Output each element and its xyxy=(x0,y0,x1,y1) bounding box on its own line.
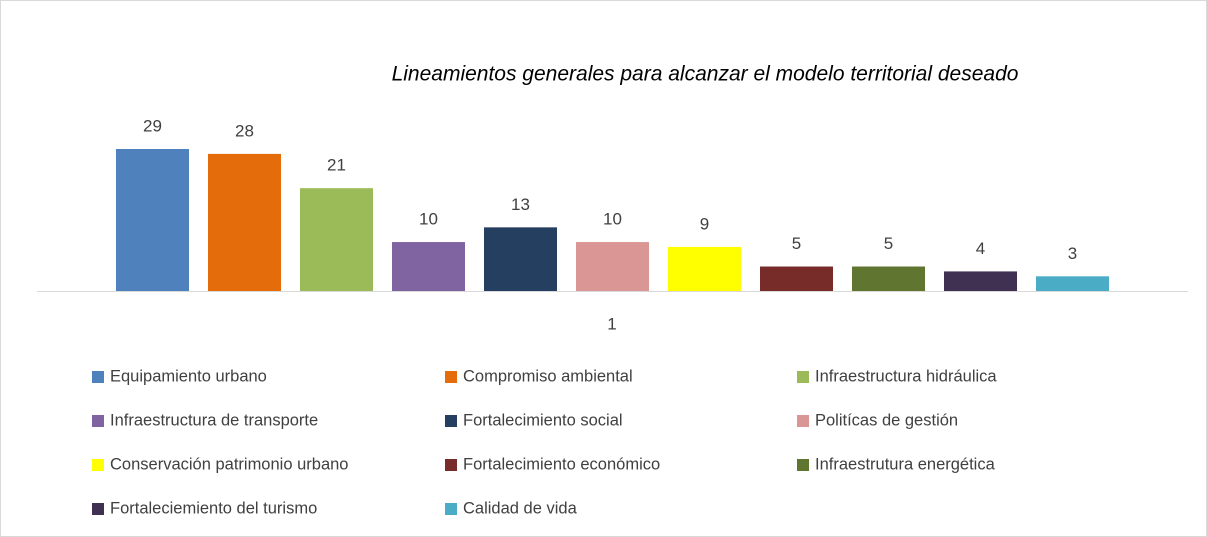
legend-swatch xyxy=(445,459,457,471)
bar xyxy=(668,246,741,291)
legend-swatch xyxy=(92,459,104,471)
legend-swatch xyxy=(445,415,457,427)
bar xyxy=(208,153,281,291)
legend-label: Infraestructura hidráulica xyxy=(815,367,997,385)
bar xyxy=(116,149,189,291)
legend-label: Fortalecimiento social xyxy=(463,411,623,429)
legend-swatch xyxy=(797,415,809,427)
bar xyxy=(1036,276,1109,291)
legend-label: Compromiso ambiental xyxy=(463,367,633,385)
legend-label: Fortaleciemiento del turismo xyxy=(110,499,317,517)
bar xyxy=(944,271,1017,291)
value-label: 4 xyxy=(976,239,985,258)
value-label: 21 xyxy=(327,156,346,175)
bar xyxy=(852,266,925,291)
value-label: 28 xyxy=(235,121,254,140)
value-label: 13 xyxy=(511,195,530,214)
legend-swatch xyxy=(92,415,104,427)
x-tick-label: 1 xyxy=(607,314,616,333)
bar xyxy=(484,227,557,291)
bar xyxy=(576,242,649,291)
legend-swatch xyxy=(445,503,457,515)
legend-label: Equipamiento urbano xyxy=(110,367,267,385)
value-label: 10 xyxy=(419,210,438,229)
value-label: 3 xyxy=(1068,244,1077,263)
value-label: 29 xyxy=(143,116,162,135)
legend-swatch xyxy=(445,371,457,383)
legend-label: Infraestructura de transporte xyxy=(110,411,318,429)
bar xyxy=(760,266,833,291)
legend-swatch xyxy=(797,371,809,383)
chart-title: Lineamientos generales para alcanzar el … xyxy=(392,63,1019,86)
bar xyxy=(300,188,373,291)
legend-label: Infraestrutura energética xyxy=(815,455,996,473)
bar xyxy=(392,242,465,291)
legend-swatch xyxy=(797,459,809,471)
value-label: 5 xyxy=(884,234,893,253)
legend-label: Conservación patrimonio urbano xyxy=(110,455,348,473)
value-label: 5 xyxy=(792,234,801,253)
legend-label: Calidad de vida xyxy=(463,499,578,517)
legend-swatch xyxy=(92,503,104,515)
legend-swatch xyxy=(92,371,104,383)
legend-label: Fortalecimiento económico xyxy=(463,455,660,473)
value-label: 10 xyxy=(603,210,622,229)
legend-label: Politícas de gestión xyxy=(815,411,958,429)
value-label: 9 xyxy=(700,214,709,233)
